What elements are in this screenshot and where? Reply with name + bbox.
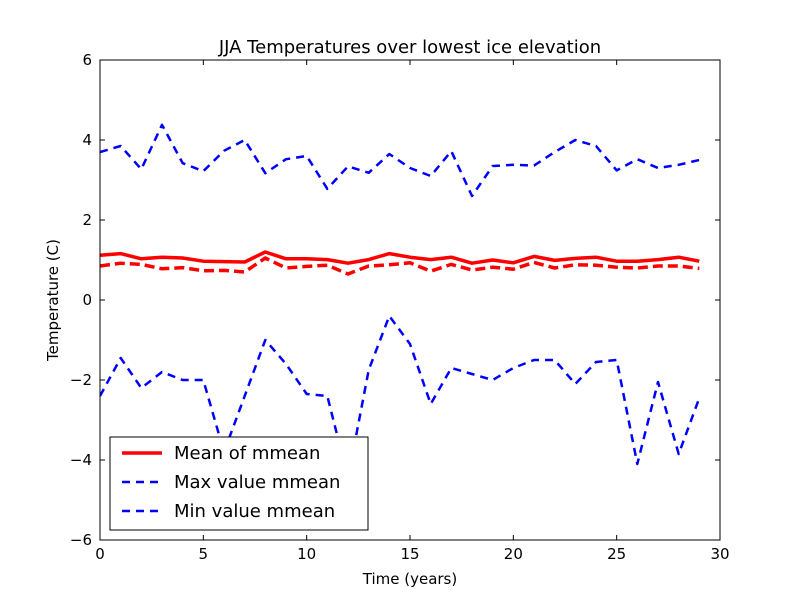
y-tick-label: 6	[82, 51, 92, 69]
plot-area	[100, 123, 701, 480]
axes: 0 5 10 15 20 25 30 −6 −4 −2 0 2 4 6	[70, 51, 730, 563]
y-tick-label: −6	[70, 531, 92, 549]
x-tick-label: 15	[400, 545, 419, 563]
x-axis-label: Time (years)	[362, 570, 457, 588]
legend-entry: Max value mmean	[174, 472, 340, 493]
y-tick-label: 4	[82, 131, 92, 149]
x-tick-label: 5	[199, 545, 209, 563]
y-tick-label: 0	[82, 291, 92, 309]
series-max-line	[100, 123, 700, 198]
x-tick-label: 20	[504, 545, 523, 563]
legend-entry: Min value mmean	[174, 501, 335, 522]
series-mean-dashed-line	[100, 256, 700, 276]
legend-entry: Mean of mmean	[174, 443, 320, 464]
y-axis-label: Temperature (C)	[44, 239, 62, 362]
x-tick-label: 10	[297, 545, 316, 563]
x-tick-label: 30	[710, 545, 729, 563]
y-tick-label: 2	[82, 211, 92, 229]
y-tick-label: −4	[70, 451, 92, 469]
series-min-line	[100, 314, 701, 480]
x-tick-label: 0	[95, 545, 105, 563]
y-tick-label: −2	[70, 371, 92, 389]
chart-title: JJA Temperatures over lowest ice elevati…	[218, 37, 601, 58]
x-tick-label: 25	[607, 545, 626, 563]
legend: Mean of mmean Max value mmean Min value mm…	[109, 436, 369, 531]
series-mean-line	[100, 250, 700, 265]
